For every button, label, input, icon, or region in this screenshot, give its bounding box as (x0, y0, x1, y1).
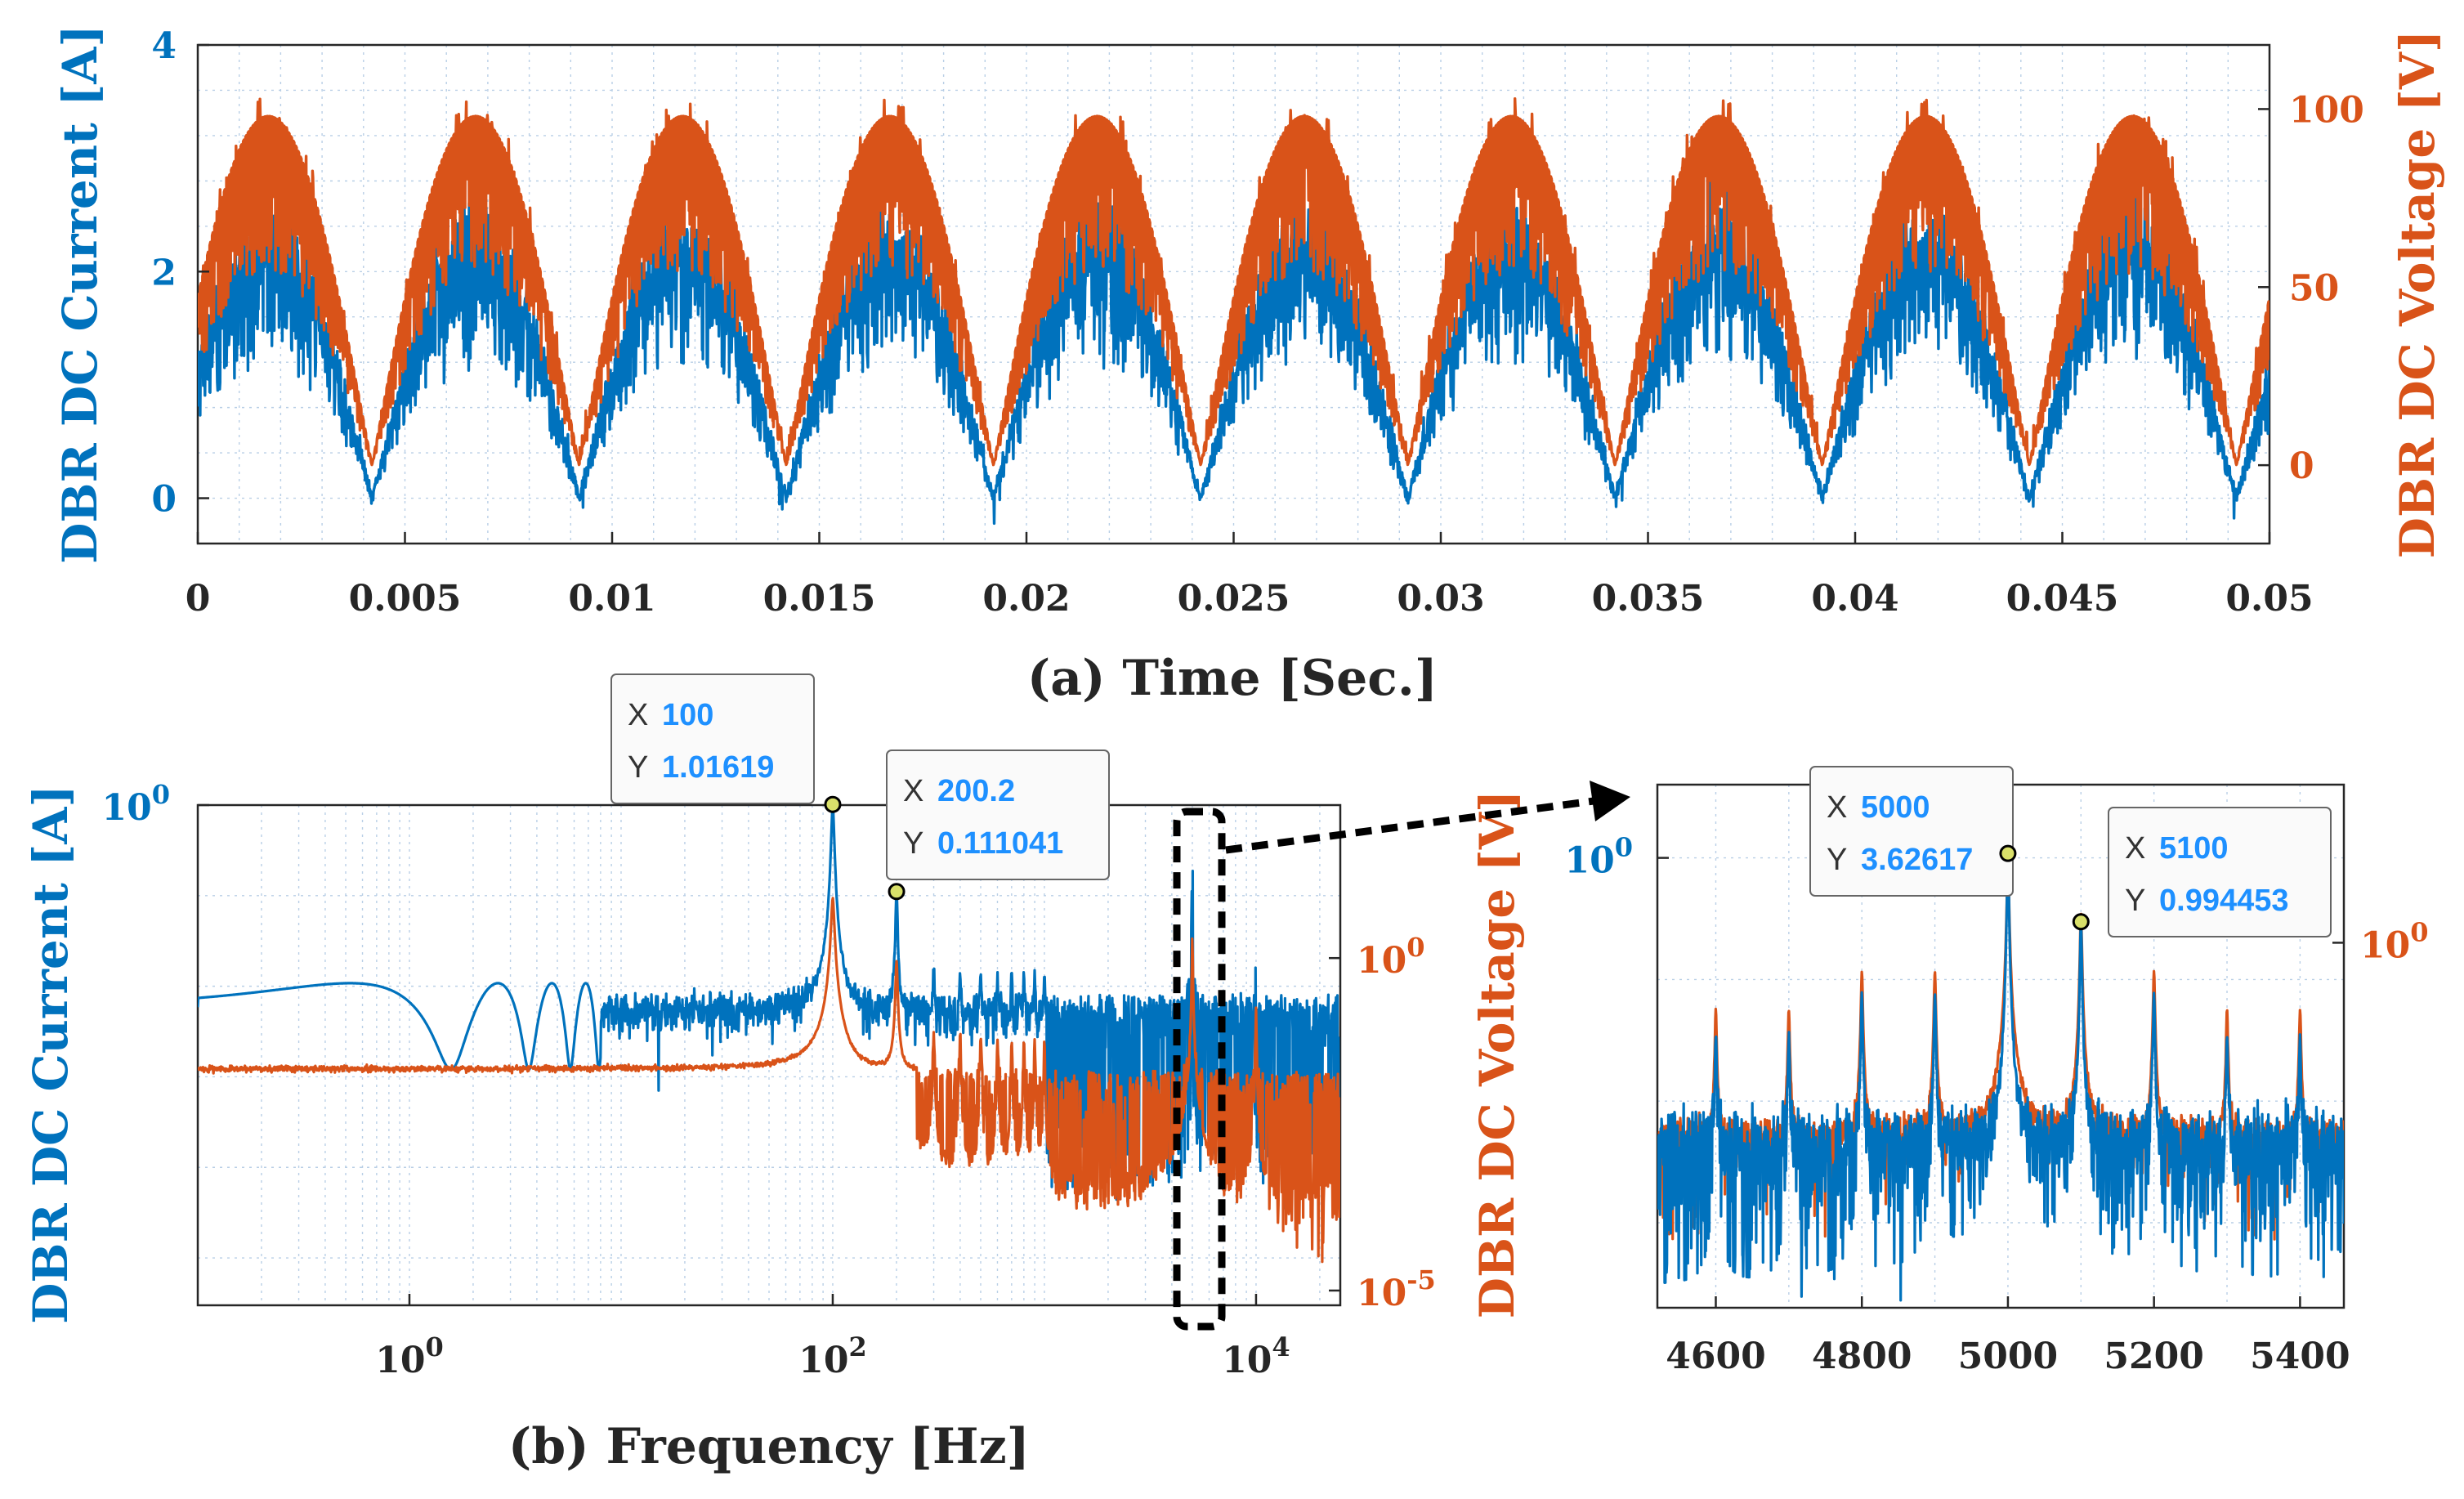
datatip-box (886, 750, 1110, 880)
datatip-x-label: X (628, 698, 648, 732)
datatip-x-value: 5100 (2159, 831, 2229, 866)
panel-a-xtick-label: 0.025 (1178, 578, 1290, 620)
panel-c-right-tick-label: 100 (2360, 916, 2429, 966)
datatip-y-label: Y (628, 750, 648, 785)
datatip-y-value: 1.01619 (662, 750, 774, 785)
datatip-y-label: Y (2125, 884, 2145, 918)
panel-c-datatips: X 5000 Y 3.62617 X 5100 Y 0.994453 (1809, 766, 2332, 937)
panel-a-xtick-label: 0.005 (349, 578, 462, 620)
datatip-x-label: X (903, 774, 923, 808)
panel-b-right-tick-label: 100 (1357, 932, 1425, 982)
datatip-y-label: Y (1827, 843, 1847, 877)
zoom-arrow-head (1590, 781, 1630, 821)
zoom-highlight-box (1173, 808, 1226, 1331)
datatip-y-value: 0.111041 (937, 826, 1063, 861)
panel-a-xtick-label: 0.04 (1811, 578, 1898, 620)
panel-c-current-spectrum (1657, 852, 2344, 1302)
panel-c-ticks: 4600 4800 5000 5200 5400 100 100 (1565, 832, 2429, 1377)
panel-c-grid (1657, 785, 2344, 1308)
panel-a-left-tick-label: 2 (151, 252, 177, 293)
panel-a-ticks: 0 0.005 0.01 0.015 0.02 0.025 0.03 0.035 0.04 0.0… (151, 25, 2363, 620)
panel-a-xlabel: (a) Time [Sec.] (1027, 650, 1438, 707)
panel-b-datatips: X 100 Y 1.01619 X 200.2 Y 0.111041 (610, 673, 1110, 901)
panel-b-right-tick-label: 10-5 (1357, 1264, 1436, 1314)
panel-a-xtick-label: 0.015 (763, 578, 876, 620)
panel-a-xtick-label: 0.05 (2225, 578, 2313, 620)
datatip-box (1809, 766, 2014, 897)
datatip-x-label: X (2125, 831, 2145, 866)
panel-c-xtick-label: 5000 (1958, 1336, 2058, 1377)
datatip-y-value: 0.994453 (2159, 884, 2289, 918)
panel-c-xtick-label: 4600 (1666, 1336, 1765, 1377)
zoom-arrow (1225, 797, 1594, 854)
panel-c-xtick-label: 4800 (1812, 1336, 1912, 1377)
panel-b-frame (196, 803, 1342, 1307)
panel-a-left-tick-label: 4 (151, 25, 177, 67)
panel-a-current-line (198, 139, 2269, 526)
panel-a-right-tick-label: 0 (2289, 445, 2314, 487)
panel-a-xtick-label: 0.02 (982, 578, 1070, 620)
datatip-box (2108, 807, 2332, 937)
datatip-box (610, 673, 815, 804)
datatip-x-value: 200.2 (937, 774, 1015, 808)
panel-c-xtick-label: 5200 (2104, 1336, 2203, 1377)
datatip-y-label: Y (903, 826, 923, 861)
panel-a-voltage-line (198, 96, 2269, 467)
panel-c-left-tick-label: 100 (1565, 832, 1634, 882)
panel-a-xtick-label: 0.01 (568, 578, 655, 620)
panel-a-xtick-label: 0.03 (1397, 578, 1484, 620)
datatip-x-label: X (1827, 790, 1847, 825)
datatip-y-value: 3.62617 (1861, 843, 1973, 877)
datatip-x-value: 5000 (1861, 790, 1930, 825)
panel-a: 0 0.005 0.01 0.015 0.02 0.025 0.03 0.035 0.04 0.0… (52, 25, 2445, 707)
datatip-marker (1999, 844, 2017, 862)
panel-b-left-tick-label: 100 (102, 779, 171, 829)
panel-a-left-ylabel: DBR DC Current [A] (52, 25, 108, 564)
panel-a-xtick-label: 0.045 (2006, 578, 2119, 620)
panel-a-left-tick-label: 0 (151, 479, 177, 521)
panel-b-xtick-label: 102 (798, 1331, 867, 1381)
panel-c-xtick-label: 5400 (2250, 1336, 2350, 1377)
datatip-x-value: 100 (662, 698, 713, 732)
datatip-marker (824, 795, 842, 813)
panel-b-right-ylabel: DBR DC Voltage [V] (1469, 790, 1525, 1319)
panel-b-xtick-label: 104 (1222, 1331, 1290, 1381)
datatip-marker (888, 883, 906, 901)
panel-b-xlabel: (b) Frequency [Hz] (508, 1418, 1030, 1475)
panel-b: 100 102 104 100 100 10-5 DBR DC Current [A] D… (23, 673, 1630, 1475)
panel-b-xtick-label: 100 (375, 1331, 443, 1381)
panel-b-voltage-spectrum (198, 897, 1340, 1264)
panel-b-current-spectrum (198, 805, 1340, 1210)
panel-a-right-tick-label: 50 (2289, 267, 2339, 309)
panel-b-ticks: 100 102 104 100 100 10-5 (102, 779, 1436, 1381)
panel-a-xtick-label: 0 (186, 578, 211, 620)
panel-b-left-ylabel: DBR DC Current [A] (23, 785, 78, 1324)
panel-a-right-ylabel: DBR DC Voltage [V] (2390, 30, 2445, 559)
panel-c: 4600 4800 5000 5200 5400 100 100 X 5000 Y 3.62617… (1565, 766, 2429, 1377)
panel-a-right-tick-label: 100 (2289, 89, 2364, 131)
panel-a-xtick-label: 0.035 (1592, 578, 1705, 620)
datatip-marker (2072, 913, 2090, 931)
